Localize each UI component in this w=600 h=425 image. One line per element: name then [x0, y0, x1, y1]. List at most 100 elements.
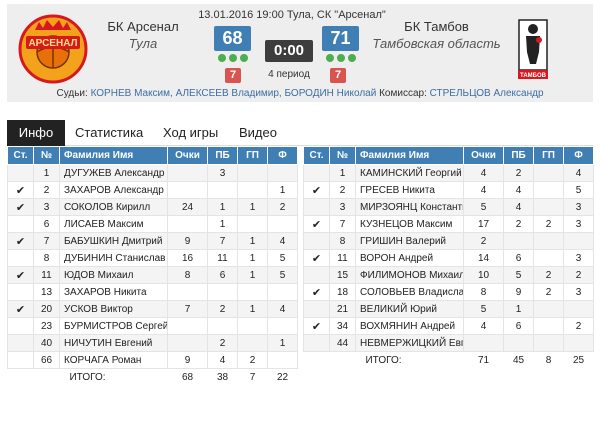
home-team-city: Тула — [128, 36, 158, 51]
player-fouls — [563, 300, 594, 318]
table-row: ✔ 18 СОЛОВЬЕВ Владислав 8 9 2 3 — [303, 283, 594, 301]
player-points: 2 — [463, 232, 504, 250]
player-name[interactable]: НЕВМЕРЖИЦКИЙ Евгений — [355, 334, 464, 352]
starter-check: ✔ — [303, 215, 330, 233]
period-label: 4 период — [268, 69, 310, 80]
player-assists — [533, 232, 564, 250]
tab-video[interactable]: Видео — [239, 125, 277, 140]
player-fouls: 5 — [563, 181, 594, 199]
timeout-dot — [336, 54, 345, 62]
player-number: 44 — [329, 334, 356, 352]
player-name[interactable]: МИРЗОЯНЦ Константин — [355, 198, 464, 216]
player-name[interactable]: ЛИСАЕВ Максим — [59, 215, 168, 233]
away-team-info[interactable]: БК Тамбов Тамбовская область — [369, 18, 504, 52]
player-assists: 2 — [533, 266, 564, 284]
player-number: 7 — [33, 232, 60, 250]
player-name[interactable]: ВОРОН Андрей — [355, 249, 464, 267]
player-name[interactable]: КОРЧАГА Роман — [59, 351, 168, 369]
player-name[interactable]: УСКОВ Виктор — [59, 300, 168, 318]
player-name[interactable]: СОКОЛОВ Кирилл — [59, 198, 168, 216]
player-rebounds: 5 — [503, 266, 534, 284]
judges-links[interactable]: КОРНЕВ Максим, АЛЕКСЕЕВ Владимир, БОРОДИ… — [90, 88, 377, 99]
player-assists: 1 — [237, 249, 268, 267]
home-roster-table: Ст. № Фамилия Имя Очки ПБ ГП Ф 1 ДУГУЖЕВ … — [7, 146, 298, 386]
table-row: 21 ВЕЛИКИЙ Юрий 5 1 — [303, 300, 594, 318]
player-fouls: 4 — [563, 164, 594, 182]
player-name[interactable]: КУЗНЕЦОВ Максим — [355, 215, 464, 233]
player-name[interactable]: ДУБИНИН Станислав — [59, 249, 168, 267]
player-assists — [533, 181, 564, 199]
away-team-name[interactable]: БК Тамбов — [404, 19, 469, 34]
player-name[interactable]: ФИЛИМОНОВ Михаил — [355, 266, 464, 284]
player-assists: 1 — [237, 198, 268, 216]
starter-check: ✔ — [7, 232, 34, 250]
player-name[interactable]: БУРМИСТРОВ Сергей — [59, 317, 168, 335]
away-team-logo[interactable]: ТАМБОВ — [517, 18, 549, 85]
total-rebounds: 45 — [503, 351, 534, 369]
home-team-info[interactable]: БК Арсенал Тула — [103, 18, 183, 52]
player-name[interactable]: ВОХМЯНИН Андрей — [355, 317, 464, 335]
player-name[interactable]: ГРИШИН Валерий — [355, 232, 464, 250]
table-row: 40 НИЧУТИН Евгений 2 1 — [7, 334, 298, 352]
player-points: 17 — [463, 215, 504, 233]
player-points — [167, 164, 208, 182]
col-name: Фамилия Имя — [59, 146, 168, 165]
player-name[interactable]: ЮДОВ Михаил — [59, 266, 168, 284]
total-rebounds: 38 — [207, 368, 238, 386]
player-name[interactable]: НИЧУТИН Евгений — [59, 334, 168, 352]
table-row: 23 БУРМИСТРОВ Сергей — [7, 317, 298, 335]
table-header-row: Ст. № Фамилия Имя Очки ПБ ГП Ф — [7, 146, 298, 165]
home-team-fouls: 7 — [225, 68, 241, 83]
player-number: 8 — [329, 232, 356, 250]
player-fouls — [563, 232, 594, 250]
player-name[interactable]: ВЕЛИКИЙ Юрий — [355, 300, 464, 318]
total-fouls: 25 — [563, 351, 594, 369]
player-name[interactable]: БАБУШКИН Дмитрий — [59, 232, 168, 250]
home-score: 68 — [214, 26, 251, 51]
player-points: 4 — [463, 181, 504, 199]
tab-game-flow[interactable]: Ход игры — [163, 125, 219, 140]
player-rebounds: 7 — [207, 232, 238, 250]
player-number: 40 — [33, 334, 60, 352]
player-number: 15 — [329, 266, 356, 284]
player-points — [463, 334, 504, 352]
total-points: 68 — [167, 368, 208, 386]
commissioner-link[interactable]: СТРЕЛЬЦОВ Александр — [429, 88, 544, 99]
player-number: 11 — [33, 266, 60, 284]
player-assists: 1 — [237, 266, 268, 284]
player-fouls — [563, 334, 594, 352]
player-name[interactable]: СОЛОВЬЕВ Владислав — [355, 283, 464, 301]
col-rebounds: ПБ — [503, 146, 534, 165]
player-rebounds: 9 — [503, 283, 534, 301]
player-name[interactable]: ГРЕСЕВ Никита — [355, 181, 464, 199]
timeout-dot — [325, 54, 334, 62]
player-rebounds: 1 — [503, 300, 534, 318]
player-fouls: 4 — [267, 300, 298, 318]
player-name[interactable]: КАМИНСКИЙ Георгий — [355, 164, 464, 182]
timeout-dot — [347, 54, 356, 62]
col-number: № — [33, 146, 60, 165]
total-assists: 7 — [237, 368, 268, 386]
col-starter: Ст. — [303, 146, 330, 165]
player-rebounds: 2 — [503, 215, 534, 233]
table-row: 13 ЗАХАРОВ Никита — [7, 283, 298, 301]
starter-check — [7, 215, 34, 233]
home-team-name[interactable]: БК Арсенал — [107, 19, 179, 34]
player-assists — [237, 181, 268, 199]
player-points: 4 — [463, 317, 504, 335]
player-name[interactable]: ДУГУЖЕВ Александр — [59, 164, 168, 182]
player-rebounds: 11 — [207, 249, 238, 267]
totals-label: ИТОГО: — [7, 368, 168, 386]
home-team-logo[interactable]: АРСЕНАЛ — [18, 14, 88, 89]
col-number: № — [329, 146, 356, 165]
tab-info[interactable]: Инфо — [7, 120, 65, 146]
tab-statistics[interactable]: Статистика — [75, 125, 144, 140]
table-row: 8 ГРИШИН Валерий 2 — [303, 232, 594, 250]
player-name[interactable]: ЗАХАРОВ Александр — [59, 181, 168, 199]
player-rebounds — [503, 232, 534, 250]
player-name[interactable]: ЗАХАРОВ Никита — [59, 283, 168, 301]
col-name: Фамилия Имя — [355, 146, 464, 165]
table-row: 15 ФИЛИМОНОВ Михаил 10 5 2 2 — [303, 266, 594, 284]
starter-check — [7, 334, 34, 352]
